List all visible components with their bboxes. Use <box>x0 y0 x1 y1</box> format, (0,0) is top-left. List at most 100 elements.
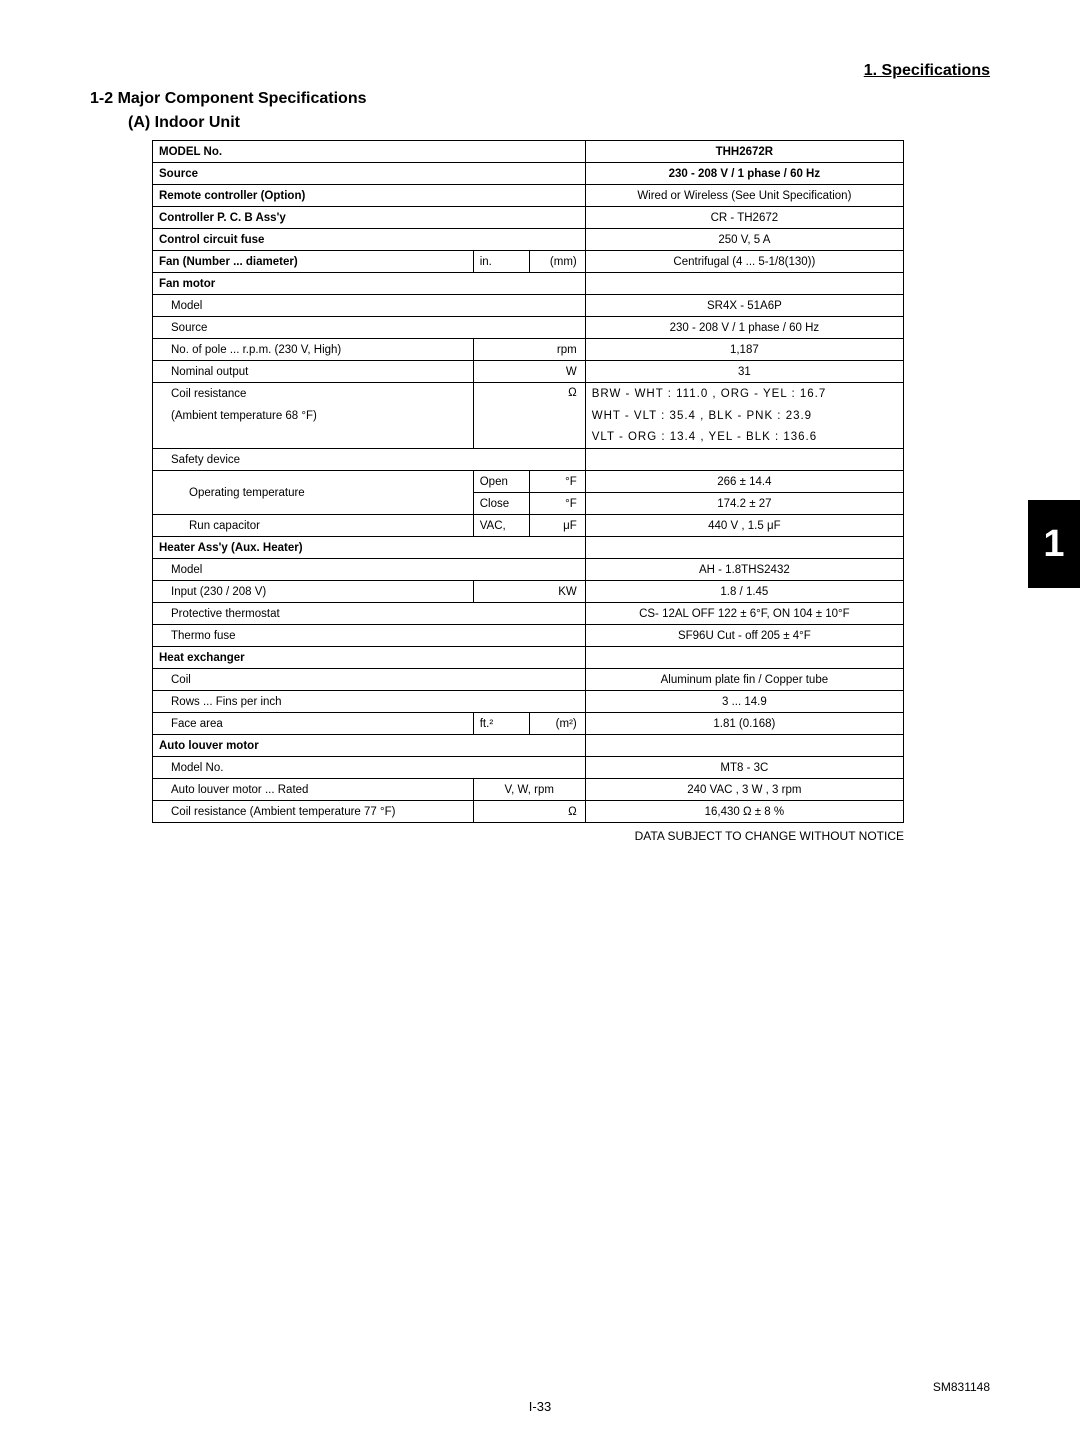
fm-pole-value: 1,187 <box>585 339 903 361</box>
table-row: Remote controller (Option) Wired or Wire… <box>153 185 904 207</box>
table-row: Coil Aluminum plate fin / Copper tube <box>153 669 904 691</box>
table-row: Heat exchanger <box>153 647 904 669</box>
controller-label: Controller P. C. B Ass'y <box>153 207 586 229</box>
hex-rows-label: Rows ... Fins per inch <box>153 691 586 713</box>
controller-value: CR - TH2672 <box>585 207 903 229</box>
hex-coil-value: Aluminum plate fin / Copper tube <box>585 669 903 691</box>
hex-label: Heat exchanger <box>153 647 586 669</box>
heater-thermo-label: Protective thermostat <box>153 603 586 625</box>
fm-coil-line1: BRW - WHT : 111.0 , ORG - YEL : 16.7 <box>585 383 903 405</box>
fm-runcap-unit-left: VAC, <box>473 515 529 537</box>
table-row: Operating temperature Open °F 266 ± 14.4 <box>153 471 904 493</box>
empty-cell <box>585 735 903 757</box>
remote-value: Wired or Wireless (See Unit Specificatio… <box>585 185 903 207</box>
table-row: Run capacitor VAC, μF 440 V , 1.5 μF <box>153 515 904 537</box>
table-row: Heater Ass'y (Aux. Heater) <box>153 537 904 559</box>
fm-pole-label: No. of pole ... r.p.m. (230 V, High) <box>153 339 474 361</box>
source-value: 230 - 208 V / 1 phase / 60 Hz <box>585 163 903 185</box>
hex-face-unit-m: (m²) <box>529 713 585 735</box>
fm-runcap-value: 440 V , 1.5 μF <box>585 515 903 537</box>
table-row: Thermo fuse SF96U Cut - off 205 ± 4°F <box>153 625 904 647</box>
model-no-label: MODEL No. <box>153 141 586 163</box>
heater-fuse-label: Thermo fuse <box>153 625 586 647</box>
fuse-value: 250 V, 5 A <box>585 229 903 251</box>
fm-optemp-close-value: 174.2 ± 27 <box>585 493 903 515</box>
fm-runcap-label: Run capacitor <box>153 515 474 537</box>
table-row: Fan motor <box>153 273 904 295</box>
hex-rows-value: 3 ... 14.9 <box>585 691 903 713</box>
fm-runcap-unit-right: μF <box>529 515 585 537</box>
fm-optemp-close-unit: °F <box>529 493 585 515</box>
chapter-heading: 1. Specifications <box>864 62 990 80</box>
alm-model-value: MT8 - 3C <box>585 757 903 779</box>
fm-model-label: Model <box>153 295 586 317</box>
model-no-value: THH2672R <box>585 141 903 163</box>
page-tab: 1 <box>1028 500 1080 588</box>
heater-input-label: Input (230 / 208 V) <box>153 581 474 603</box>
heater-thermo-value: CS- 12AL OFF 122 ± 6°F, ON 104 ± 10°F <box>585 603 903 625</box>
fan-diameter-value: Centrifugal (4 ... 5-1/8(130)) <box>585 251 903 273</box>
fm-safety-label: Safety device <box>153 449 586 471</box>
table-row: Rows ... Fins per inch 3 ... 14.9 <box>153 691 904 713</box>
remote-label: Remote controller (Option) <box>153 185 586 207</box>
alm-rated-unit: V, W, rpm <box>473 779 585 801</box>
empty-cell <box>585 449 903 471</box>
table-row: Nominal output W 31 <box>153 361 904 383</box>
spec-table: MODEL No. THH2672R Source 230 - 208 V / … <box>152 140 904 823</box>
table-row: Protective thermostat CS- 12AL OFF 122 ±… <box>153 603 904 625</box>
table-row: Model No. MT8 - 3C <box>153 757 904 779</box>
fm-ambient-label: (Ambient temperature 68 °F) <box>153 405 474 427</box>
fan-motor-label: Fan motor <box>153 273 586 295</box>
empty-cell <box>585 273 903 295</box>
table-row: Control circuit fuse 250 V, 5 A <box>153 229 904 251</box>
page-number: I-33 <box>529 1399 551 1414</box>
alm-coil-unit: Ω <box>473 801 585 823</box>
table-row: Input (230 / 208 V) KW 1.8 / 1.45 <box>153 581 904 603</box>
fm-source-value: 230 - 208 V / 1 phase / 60 Hz <box>585 317 903 339</box>
hex-coil-label: Coil <box>153 669 586 691</box>
table-row: Face area ft.² (m²) 1.81 (0.168) <box>153 713 904 735</box>
fm-coil-label: Coil resistance <box>153 383 474 405</box>
fan-diameter-unit-in: in. <box>473 251 529 273</box>
source-label: Source <box>153 163 586 185</box>
fm-coil-line3: VLT - ORG : 13.4 , YEL - BLK : 136.6 <box>585 427 903 449</box>
fm-model-value: SR4X - 51A6P <box>585 295 903 317</box>
table-row: Coil resistance (Ambient temperature 77 … <box>153 801 904 823</box>
fm-optemp-close: Close <box>473 493 529 515</box>
heater-input-unit: KW <box>473 581 585 603</box>
alm-rated-value: 240 VAC , 3 W , 3 rpm <box>585 779 903 801</box>
footer-note: DATA SUBJECT TO CHANGE WITHOUT NOTICE <box>152 829 904 843</box>
empty-cell <box>585 537 903 559</box>
fm-optemp-open: Open <box>473 471 529 493</box>
hex-face-label: Face area <box>153 713 474 735</box>
heater-fuse-value: SF96U Cut - off 205 ± 4°F <box>585 625 903 647</box>
fm-nominal-value: 31 <box>585 361 903 383</box>
table-row: Safety device <box>153 449 904 471</box>
alm-label: Auto louver motor <box>153 735 586 757</box>
hex-face-unit-ft: ft.² <box>473 713 529 735</box>
heater-model-value: AH - 1.8THS2432 <box>585 559 903 581</box>
fm-optemp-open-unit: °F <box>529 471 585 493</box>
fm-coil-line2: WHT - VLT : 35.4 , BLK - PNK : 23.9 <box>585 405 903 427</box>
alm-rated-label: Auto louver motor ... Rated <box>153 779 474 801</box>
alm-coil-label: Coil resistance (Ambient temperature 77 … <box>153 801 474 823</box>
fm-nominal-label: Nominal output <box>153 361 474 383</box>
table-row: No. of pole ... r.p.m. (230 V, High) rpm… <box>153 339 904 361</box>
empty-cell <box>585 647 903 669</box>
alm-model-label: Model No. <box>153 757 586 779</box>
fm-source-label: Source <box>153 317 586 339</box>
table-row: Model SR4X - 51A6P <box>153 295 904 317</box>
table-row: Model AH - 1.8THS2432 <box>153 559 904 581</box>
fan-diameter-unit-mm: (mm) <box>529 251 585 273</box>
section-title: 1-2 Major Component Specifications <box>90 90 990 108</box>
table-row: Source 230 - 208 V / 1 phase / 60 Hz <box>153 163 904 185</box>
fan-diameter-label: Fan (Number ... diameter) <box>153 251 474 273</box>
table-row: Auto louver motor ... Rated V, W, rpm 24… <box>153 779 904 801</box>
table-row: MODEL No. THH2672R <box>153 141 904 163</box>
hex-face-value: 1.81 (0.168) <box>585 713 903 735</box>
fm-optemp-open-value: 266 ± 14.4 <box>585 471 903 493</box>
alm-coil-value: 16,430 Ω ± 8 % <box>585 801 903 823</box>
heater-input-value: 1.8 / 1.45 <box>585 581 903 603</box>
table-row: Fan (Number ... diameter) in. (mm) Centr… <box>153 251 904 273</box>
fm-pole-unit: rpm <box>473 339 585 361</box>
